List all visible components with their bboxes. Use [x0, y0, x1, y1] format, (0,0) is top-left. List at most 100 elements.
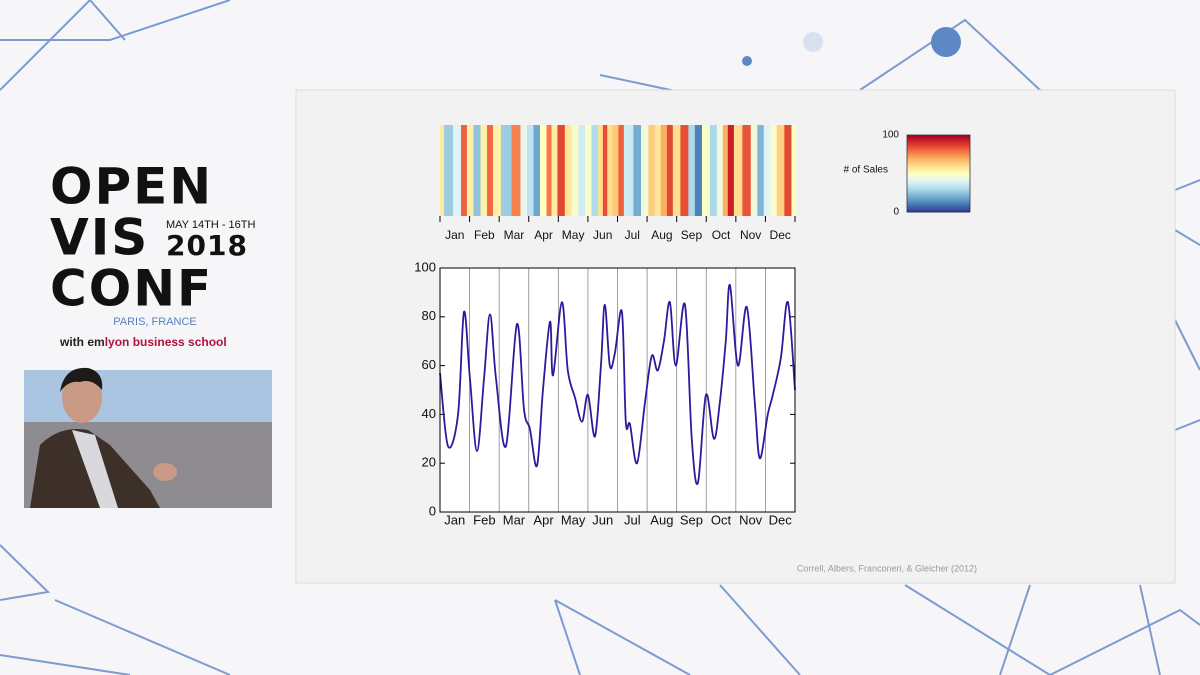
x-tick-label: Nov: [739, 512, 763, 527]
x-tick-label: Jun: [593, 228, 612, 242]
deco-line: [999, 584, 1031, 675]
heat-stripe: [722, 125, 729, 216]
colorbar-cell: [907, 148, 970, 151]
speaker-hand: [153, 463, 177, 481]
colorbar-frame: [906, 134, 971, 213]
logo-line: CONF: [50, 260, 213, 318]
partner-prefix: with: [59, 335, 84, 349]
x-tick-label: Jul: [624, 512, 641, 527]
heat-stripe: [492, 125, 502, 216]
deco-line: [0, 0, 126, 91]
conference-logo: OPEN VIS CONF MAY 14TH - 16TH 2018 PARIS…: [50, 158, 256, 350]
x-tick-label: Mar: [503, 512, 526, 527]
heat-stripe: [480, 125, 488, 216]
deco-line: [54, 599, 231, 675]
x-tick-label: Aug: [650, 512, 673, 527]
colorbar-cell: [907, 167, 970, 171]
x-tick-label: Jan: [445, 228, 464, 242]
heat-stripe: [701, 125, 711, 216]
deco-dot: [931, 27, 961, 57]
x-tick-label: Sep: [680, 512, 703, 527]
heat-stripe: [770, 125, 778, 216]
deco-line: [1174, 179, 1200, 191]
deco-line: [1174, 419, 1200, 431]
deco-line: [0, 0, 231, 41]
x-tick-label: May: [562, 228, 585, 242]
x-tick-label: May: [561, 512, 586, 527]
deco-line: [0, 544, 51, 601]
heat-stripe: [453, 125, 462, 216]
x-tick-label: Dec: [770, 228, 791, 242]
speaker-video: [24, 367, 272, 508]
colorbar-cell: [907, 202, 970, 205]
heat-stripe: [666, 125, 674, 216]
deco-dot: [742, 56, 752, 66]
colorbar-cell: [907, 204, 970, 207]
deco-dot: [803, 32, 823, 52]
heat-stripe: [440, 125, 445, 216]
heat-stripe: [520, 125, 528, 216]
y-tick-label: 20: [422, 455, 436, 470]
colorbar-cell: [907, 183, 970, 186]
x-tick-label: Feb: [474, 228, 495, 242]
y-tick-label: 80: [422, 308, 436, 323]
heat-stripe: [791, 125, 796, 216]
heat-stripe: [694, 125, 703, 216]
heat-stripe: [763, 125, 771, 216]
colorbar-cell: [907, 161, 970, 165]
x-tick-label: Jul: [625, 228, 640, 242]
logo-location: PARIS, FRANCE: [113, 316, 197, 328]
heat-stripe: [750, 125, 758, 216]
colorbar-tick-label: 0: [893, 207, 899, 218]
heat-stripe: [443, 125, 454, 216]
colorbar-cell: [907, 181, 970, 184]
heat-stripe: [618, 125, 625, 216]
heat-stripe: [500, 125, 512, 216]
logo-line: OPEN: [50, 158, 213, 216]
partner-name: lyon business school: [105, 335, 227, 349]
speaker-head: [62, 371, 102, 423]
speaker-shirt: [72, 430, 118, 508]
colorbar-cell: [907, 200, 970, 203]
deco-line: [554, 599, 691, 675]
charts: Jan Feb Mar Apr May Jun Jul Aug Sep Oct Nov Dec 0 100…: [414, 125, 971, 527]
plot-frame: [439, 267, 796, 513]
colorbar-cell: [907, 135, 970, 138]
heat-stripe: [757, 125, 765, 216]
heat-stripe: [660, 125, 668, 216]
heat-stripe: [784, 125, 792, 216]
heat-stripe: [487, 125, 494, 216]
colorbar-cell: [907, 175, 970, 178]
speaker-hair: [60, 367, 103, 392]
citation: Correll, Albers, Franconeri, & Gleicher …: [797, 563, 977, 573]
deco-line: [1174, 319, 1200, 371]
colorbar-cell: [907, 140, 970, 144]
x-tick-label: Aug: [651, 228, 672, 242]
x-tick-label: Feb: [473, 512, 495, 527]
heat-stripe: [571, 125, 579, 216]
heat-stripe: [557, 125, 566, 216]
x-tick-label: Apr: [533, 512, 554, 527]
deco-line: [904, 584, 1200, 675]
colorbar-cell: [907, 152, 970, 155]
heat-stripe: [584, 125, 592, 216]
heat-stripe: [641, 125, 649, 216]
y-tick-label: 40: [422, 406, 436, 421]
colorbar-cell: [907, 206, 970, 209]
heat-stripe: [533, 125, 541, 216]
colorbar-cell: [907, 186, 970, 190]
colorbar-cell: [907, 198, 970, 201]
colorbar-cell: [907, 165, 970, 169]
heat-stripe: [627, 125, 634, 216]
heat-stripe: [776, 125, 785, 216]
deco-line: [0, 654, 131, 675]
heat-stripe: [551, 125, 558, 216]
colorbar-cell: [907, 190, 970, 194]
colorbar-cell: [907, 146, 970, 149]
heat-stripe: [539, 125, 547, 216]
heat-stripe: [597, 125, 604, 216]
colorbar-cell: [907, 192, 970, 196]
x-tick-label: Mar: [504, 228, 525, 242]
